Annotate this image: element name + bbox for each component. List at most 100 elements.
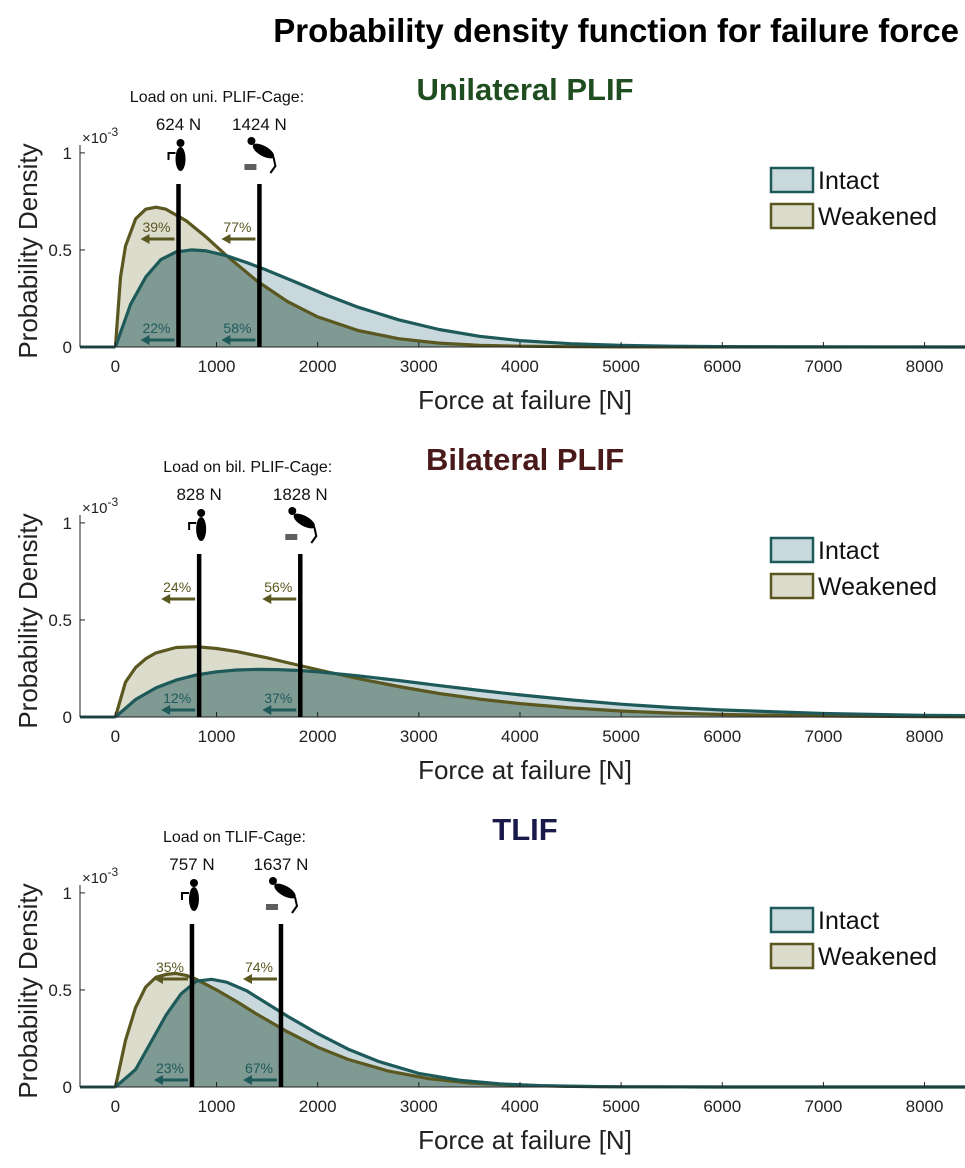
weakened-percent-label: 35% (156, 959, 184, 975)
standing-person-icon (180, 879, 199, 911)
y-tick-label: 1 (63, 514, 72, 533)
intact-arrow-head (221, 335, 231, 345)
intact-percent-label: 23% (156, 1060, 184, 1076)
y-tick-label: 0.5 (48, 611, 72, 630)
x-tick-label: 5000 (602, 357, 640, 376)
load-marker: 757 N 35% 23% (153, 855, 215, 1087)
intact-arrow-head (153, 1075, 163, 1085)
y-exponent-base: ×10 (82, 870, 107, 887)
weakened-arrow-head (161, 594, 171, 604)
y-exponent-power: -3 (107, 125, 118, 139)
y-exponent-label: ×10-3 (82, 495, 118, 517)
y-tick-label: 1 (63, 144, 72, 163)
x-tick-label: 7000 (804, 1097, 842, 1116)
load-marker: 1637 N 74% 67% (242, 855, 308, 1087)
legend-swatch-weakened (769, 942, 815, 970)
lifted-box-icon (244, 164, 257, 170)
chart-panel-tlif: 0 1000 2000 3000 4000 5000 6000 7000 8000 0 0.5 1 ×1… (13, 812, 965, 1155)
intact-percent-label: 22% (142, 320, 170, 336)
intact-percent-label: 67% (245, 1060, 273, 1076)
weakened-percent-label: 56% (264, 579, 292, 595)
legend-label-intact: Intact (818, 537, 879, 565)
load-header: Load on TLIF-Cage: (163, 829, 306, 846)
intact-arrow-head (140, 335, 150, 345)
lifted-box-icon (285, 534, 298, 540)
panel-title: Unilateral PLIF (416, 72, 633, 107)
intact-curve (113, 248, 965, 349)
load-marker: 1828 N 56% 37% (262, 485, 328, 717)
legend: Intact Weakened (769, 166, 937, 231)
x-tick-label: 0 (111, 357, 120, 376)
weakened-curve (113, 205, 965, 349)
intact-percent-label: 12% (163, 690, 191, 706)
lifting-person-icon (265, 877, 299, 914)
lifted-box-icon (265, 904, 278, 910)
figure-title: Probability density function for failure… (273, 12, 959, 49)
load-force-label: 1828 N (273, 485, 328, 504)
x-tick-label: 1000 (198, 727, 236, 746)
weakened-percent-label: 24% (163, 579, 191, 595)
standing-person-icon (188, 509, 207, 541)
x-tick-label: 8000 (906, 1097, 944, 1116)
legend: Intact Weakened (769, 906, 937, 971)
y-exponent-base: ×10 (82, 130, 107, 147)
y-tick-label: 0 (63, 1078, 72, 1097)
y-tick-label: 1 (63, 884, 72, 903)
lifting-person-icon (285, 507, 318, 544)
x-tick-label: 1000 (198, 1097, 236, 1116)
x-tick-label: 8000 (906, 357, 944, 376)
x-tick-label: 0 (111, 1097, 120, 1116)
x-tick-label: 4000 (501, 1097, 539, 1116)
weakened-arrow-head (221, 234, 231, 244)
weakened-percent-label: 74% (245, 959, 273, 975)
x-tick-label: 3000 (400, 727, 438, 746)
overlap-area-fill (115, 669, 965, 717)
load-force-label: 828 N (176, 485, 221, 504)
y-axis-label: Probability Density (13, 883, 43, 1098)
weakened-arrow-head (140, 234, 150, 244)
y-exponent-base: ×10 (82, 500, 107, 517)
x-tick-label: 1000 (198, 357, 236, 376)
x-axis-label: Force at failure [N] (418, 385, 632, 415)
overlap-area-fill (115, 979, 965, 1087)
intact-arrow-head (161, 705, 171, 715)
intact-curve (114, 667, 965, 719)
intact-percent-label: 37% (264, 690, 292, 706)
x-tick-label: 2000 (299, 357, 337, 376)
legend: Intact Weakened (769, 536, 937, 601)
legend-label-intact: Intact (818, 907, 879, 935)
x-tick-label: 4000 (501, 357, 539, 376)
load-force-label: 624 N (156, 115, 201, 134)
legend-label-weakened: Weakened (818, 203, 937, 231)
y-axis-label: Probability Density (13, 143, 43, 358)
intact-percent-label: 58% (223, 320, 251, 336)
legend-swatch-intact (769, 906, 815, 934)
weakened-arrow-head (242, 974, 252, 984)
lifting-person-icon (244, 137, 277, 174)
weakened-percent-label: 39% (142, 219, 170, 235)
x-axis-label: Force at failure [N] (418, 1125, 632, 1155)
chart-panel-bilateral-plif: 0 1000 2000 3000 4000 5000 6000 7000 8000 0 0.5 1 ×1… (13, 442, 965, 785)
x-tick-label: 7000 (804, 727, 842, 746)
intact-curve (114, 977, 965, 1089)
y-exponent-label: ×10-3 (82, 865, 118, 887)
legend-swatch-intact (769, 536, 815, 564)
standing-person-icon (167, 139, 186, 171)
x-tick-label: 8000 (906, 727, 944, 746)
overlap-area-fill (115, 249, 965, 347)
legend-label-weakened: Weakened (818, 573, 937, 601)
weakened-arrow-head (153, 974, 163, 984)
load-force-label: 1424 N (232, 115, 287, 134)
y-exponent-power: -3 (107, 495, 118, 509)
y-exponent-label: ×10-3 (82, 125, 118, 147)
y-tick-label: 0 (63, 338, 72, 357)
intact-arrow-head (262, 705, 272, 715)
legend-label-intact: Intact (818, 167, 879, 195)
x-tick-label: 7000 (804, 357, 842, 376)
x-tick-label: 6000 (703, 1097, 741, 1116)
panel-title: TLIF (492, 812, 557, 847)
legend-swatch-weakened (769, 572, 815, 600)
x-tick-label: 5000 (602, 727, 640, 746)
load-marker: 624 N 39% 22% (140, 115, 201, 347)
legend-swatch-weakened (769, 202, 815, 230)
